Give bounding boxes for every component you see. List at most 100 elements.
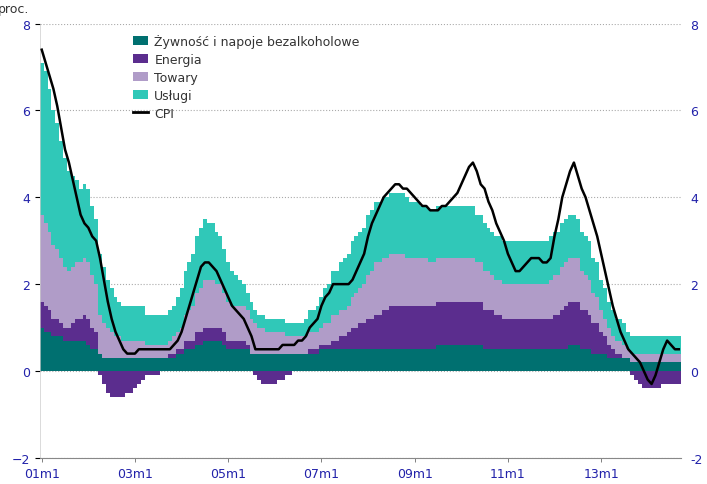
Bar [467, 258, 471, 302]
Bar [444, 207, 448, 258]
Bar [518, 319, 522, 349]
Bar [276, 371, 281, 380]
Bar [257, 315, 261, 328]
Bar [223, 345, 226, 371]
Bar [572, 302, 576, 345]
Bar [67, 172, 71, 272]
Bar [432, 211, 436, 263]
Bar [603, 354, 607, 371]
Bar [397, 306, 401, 349]
Bar [117, 302, 122, 336]
Bar [253, 323, 257, 354]
Bar [90, 349, 94, 371]
Bar [506, 285, 510, 319]
Bar [576, 220, 580, 258]
Bar [40, 302, 44, 328]
Text: proc.: proc. [0, 3, 30, 16]
Bar [226, 349, 230, 371]
Bar [518, 241, 522, 285]
Bar [176, 354, 180, 371]
Bar [475, 302, 479, 345]
Bar [452, 345, 455, 371]
Bar [145, 315, 148, 345]
Bar [522, 319, 525, 349]
Bar [351, 241, 354, 298]
Bar [491, 349, 494, 371]
Bar [455, 258, 460, 302]
Bar [215, 328, 218, 341]
Bar [397, 254, 401, 306]
Bar [192, 306, 195, 341]
Bar [195, 293, 199, 332]
Bar [378, 263, 382, 315]
Bar [195, 345, 199, 371]
Bar [572, 258, 576, 302]
Bar [312, 349, 315, 354]
Bar [75, 181, 78, 263]
Bar [114, 336, 117, 358]
Bar [460, 345, 463, 371]
Bar [463, 258, 467, 302]
Bar [331, 272, 335, 315]
Bar [153, 371, 156, 376]
Bar [265, 354, 269, 371]
Bar [561, 349, 564, 371]
Bar [269, 319, 273, 332]
Bar [561, 267, 564, 311]
Bar [607, 328, 611, 345]
Bar [409, 202, 413, 258]
Bar [125, 306, 129, 341]
Bar [642, 371, 645, 389]
Bar [351, 349, 354, 371]
Bar [556, 315, 561, 349]
Bar [203, 328, 207, 341]
Bar [510, 241, 514, 285]
Bar [133, 371, 137, 389]
Bar [195, 332, 199, 345]
Bar [323, 345, 327, 349]
Bar [86, 345, 90, 371]
Bar [308, 311, 312, 332]
Bar [382, 311, 385, 349]
Bar [47, 90, 52, 232]
Bar [292, 354, 296, 371]
Bar [436, 207, 440, 258]
Bar [645, 336, 650, 354]
Bar [55, 336, 59, 371]
Bar [106, 358, 110, 371]
Bar [276, 319, 281, 332]
Bar [626, 332, 630, 349]
Bar [669, 354, 673, 363]
Bar [498, 349, 502, 371]
Bar [653, 354, 658, 363]
Bar [530, 319, 533, 349]
Bar [160, 345, 164, 358]
Bar [530, 349, 533, 371]
Bar [583, 311, 588, 349]
Bar [218, 237, 223, 285]
Bar [405, 258, 409, 306]
Bar [250, 319, 253, 354]
Bar [506, 319, 510, 349]
Bar [568, 302, 572, 345]
Bar [607, 358, 611, 371]
Bar [588, 280, 591, 315]
Bar [230, 341, 234, 349]
Bar [448, 302, 452, 345]
Bar [148, 315, 153, 345]
Bar [658, 363, 661, 371]
Bar [343, 311, 346, 336]
Bar [650, 354, 653, 363]
Bar [102, 371, 106, 384]
Bar [642, 363, 645, 371]
Bar [47, 232, 52, 311]
Bar [184, 341, 187, 349]
Bar [230, 349, 234, 371]
Bar [312, 311, 315, 332]
Bar [273, 354, 276, 371]
Bar [424, 349, 428, 371]
Bar [553, 232, 556, 276]
Bar [510, 349, 514, 371]
Bar [619, 354, 622, 358]
Bar [634, 371, 638, 380]
